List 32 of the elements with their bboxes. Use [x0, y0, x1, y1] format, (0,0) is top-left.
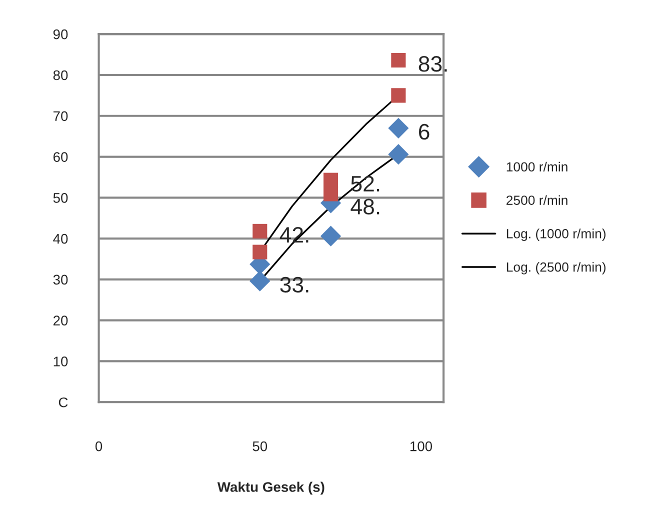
legend-label: Log. (2500 r/min) — [506, 262, 606, 274]
y-tick-label: 90 — [53, 29, 68, 40]
annotation: 33. — [280, 276, 308, 293]
point — [388, 144, 409, 165]
point — [252, 244, 268, 260]
legend-label: Log. (1000 r/min) — [506, 228, 606, 241]
x-axis-title: Waktu Gesek (s) — [217, 482, 324, 495]
point — [252, 224, 268, 238]
point — [250, 270, 270, 292]
y-tick-label: 50 — [53, 192, 68, 203]
y-tick-label: 60 — [53, 152, 68, 162]
x-tick-label: 0 — [95, 441, 102, 452]
annotation: 48. — [350, 198, 380, 214]
annotation: 6 — [419, 124, 430, 140]
point — [323, 186, 338, 202]
y-tick-label: 10 — [54, 356, 68, 366]
y-tick-label: 80 — [53, 70, 68, 80]
y-tick-label: 70 — [53, 111, 68, 122]
y-tick-label: 20 — [53, 316, 68, 326]
legend-label: 2500 r/min — [506, 195, 568, 205]
x-tick-label: 50 — [252, 441, 268, 452]
x-tick-label: 100 — [410, 441, 432, 452]
point — [320, 226, 342, 246]
point — [391, 88, 406, 103]
y-tick-label: C — [58, 397, 68, 408]
point — [388, 118, 409, 138]
point — [391, 52, 406, 68]
y-tick-label: 40 — [53, 234, 68, 244]
y-tick-label: 30 — [53, 274, 68, 285]
annotation: 83. — [418, 56, 447, 72]
point — [323, 172, 338, 188]
legend-label: 1000 r/min — [506, 162, 568, 172]
